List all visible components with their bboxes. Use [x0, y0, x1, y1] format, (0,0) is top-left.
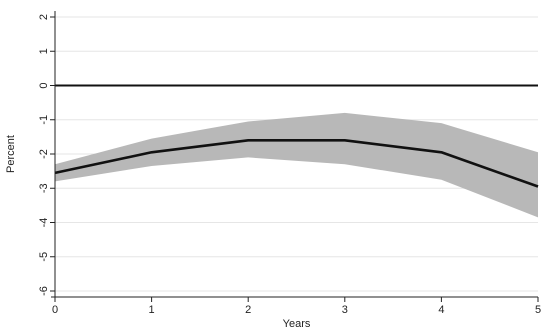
tick-labels: -6 -5 -4 -3 -2 -1 0 1 2 0 1 2 3 4 5 — [38, 14, 541, 316]
tick-marks — [50, 16, 539, 302]
x-axis-title: Years — [283, 318, 311, 330]
x-tick-label-4: 4 — [438, 304, 444, 316]
x-tick-label-5: 5 — [535, 304, 541, 316]
y-tick-label-2: -4 — [38, 218, 50, 228]
x-tick-label-2: 2 — [245, 304, 251, 316]
y-axis-title: Percent — [5, 135, 17, 173]
confidence-band — [55, 112, 538, 218]
y-tick-label-7: 1 — [38, 48, 50, 54]
y-tick-label-5: -1 — [38, 115, 50, 125]
y-tick-label-6: 0 — [38, 82, 50, 88]
y-tick-label-1: -5 — [38, 252, 50, 262]
confidence-band-layer — [55, 112, 538, 218]
x-tick-label-3: 3 — [342, 304, 348, 316]
series-line-layer — [54, 139, 539, 188]
y-tick-label-0: -6 — [38, 286, 50, 296]
y-tick-label-3: -3 — [38, 183, 50, 193]
y-tick-label-4: -2 — [38, 149, 50, 159]
x-tick-label-1: 1 — [149, 304, 155, 316]
x-tick-label-0: 0 — [52, 304, 58, 316]
series-line-0 — [54, 139, 539, 188]
y-tick-label-8: 2 — [38, 14, 50, 20]
